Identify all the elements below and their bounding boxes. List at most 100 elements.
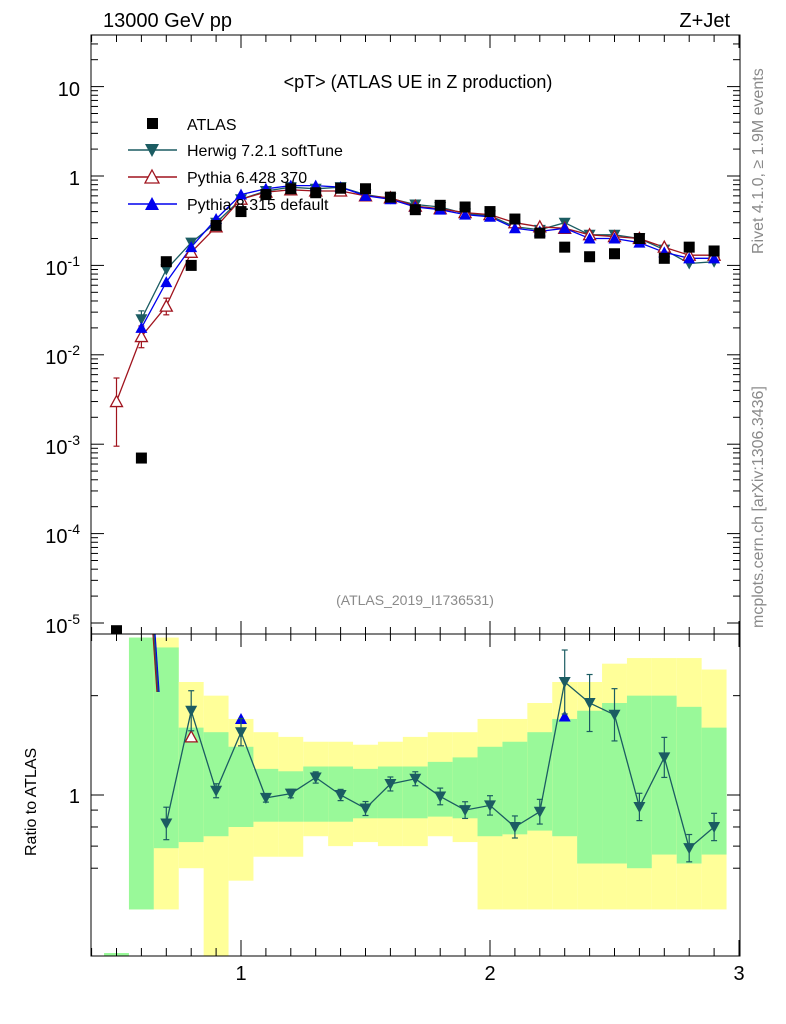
mcplots-label: mcplots.cern.ch [arXiv:1306.3436]: [750, 386, 767, 628]
pythia8-point: [508, 222, 521, 234]
ratio-bands: [104, 637, 727, 956]
ratio-herwig-point: [384, 778, 397, 790]
atlas-point: [434, 199, 446, 211]
y-tick-label: 10-3: [45, 432, 80, 459]
ratio-band-inner: [128, 637, 154, 910]
ratio-herwig-point: [608, 709, 621, 721]
main-series: [109, 179, 722, 634]
ratio-band-inner: [228, 746, 254, 827]
atlas-point: [235, 206, 247, 218]
ratio-pythia8-point: [558, 710, 571, 722]
atlas-point: [484, 206, 496, 218]
ratio-herwig-point: [633, 801, 646, 813]
ratio-offscale-line: [152, 634, 158, 693]
legend-marker-pythia6: [143, 168, 161, 184]
atlas-point: [135, 452, 147, 464]
ratio-herwig-point: [708, 821, 721, 833]
axis-ticks: [91, 35, 740, 956]
pythia8-point: [459, 208, 472, 220]
ratio-herwig-point: [484, 800, 496, 812]
header-left: 13000 GeV pp: [103, 10, 232, 32]
ratio-band-inner: [552, 718, 578, 837]
series-line: [115, 189, 715, 402]
legend-label-herwig: Herwig 7.2.1 softTune: [187, 143, 343, 160]
legend-marker-atlas: [147, 118, 158, 129]
herwig-point: [135, 314, 148, 326]
atlas-point: [708, 245, 720, 257]
y-tick-label: 10-2: [45, 342, 80, 369]
atlas-point: [658, 252, 670, 264]
ratio-y-tick-label: 1: [69, 786, 80, 808]
ratio-herwig-point: [459, 805, 472, 817]
ratio-band-inner: [178, 727, 204, 843]
legend-label-pythia6: Pythia 6.428 370: [187, 170, 307, 187]
atlas-point: [310, 187, 322, 199]
pythia6-point: [159, 298, 174, 312]
atlas-point: [609, 248, 620, 260]
y-tick-label: 10-1: [45, 253, 80, 280]
x-tick-label: 3: [733, 963, 744, 985]
pythia6-point: [134, 329, 149, 343]
legend: ATLAS Herwig 7.2.1 softTune Pythia 6.428…: [128, 117, 343, 214]
chart-title: <pT> (ATLAS UE in Z production): [284, 72, 553, 92]
pythia8-point: [135, 321, 148, 333]
atlas-point: [360, 183, 371, 195]
atlas-point: [459, 201, 471, 213]
atlas-point: [210, 219, 222, 231]
header-right: Z+Jet: [679, 10, 730, 32]
pythia8-point: [235, 188, 247, 200]
x-tick-label: 2: [484, 963, 495, 985]
ratio-herwig-point: [235, 727, 247, 739]
pythia8-point: [558, 222, 571, 234]
pythia6-point: [109, 394, 124, 408]
ratio-band-inner: [626, 695, 652, 869]
ratio-band-outer: [203, 850, 229, 956]
legend-marker-pythia8: [145, 197, 159, 210]
ratio-offscale-line: [154, 634, 160, 693]
atlas-point: [409, 204, 421, 216]
ratio-herwig-point: [309, 772, 322, 784]
y-tick-label: 10-5: [45, 611, 80, 638]
y-tick-label: 10: [58, 79, 80, 101]
y-tick-label: 10-4: [45, 521, 80, 548]
ratio-herwig-point: [334, 790, 347, 801]
x-tick-label: 1: [235, 963, 246, 985]
legend-marker-herwig: [145, 144, 159, 157]
analysis-id: (ATLAS_2019_I1736531): [336, 592, 494, 608]
ratio-ylabel: Ratio to ATLAS: [23, 748, 40, 856]
ratio-herwig-point: [185, 705, 198, 717]
ratio-herwig-point: [533, 806, 546, 818]
atlas-point: [384, 191, 396, 203]
ratio-herwig-point: [359, 803, 372, 815]
ratio-herwig-point: [583, 698, 596, 710]
atlas-point: [260, 189, 272, 201]
ratio-pythia6-point: [184, 729, 199, 743]
atlas-point: [559, 241, 571, 253]
legend-label-atlas: ATLAS: [187, 117, 237, 134]
pythia8-point: [160, 276, 173, 288]
ratio-herwig-point: [160, 818, 173, 830]
ratio-herwig-point: [409, 773, 422, 785]
rivet-label: Rivet 4.1.0, ≥ 1.9M events: [750, 68, 767, 254]
pythia8-point: [608, 232, 621, 244]
ratio-herwig-point: [558, 677, 571, 689]
pythia8-point: [583, 232, 596, 244]
ratio-herwig-point: [683, 843, 696, 855]
pythia8-point: [683, 252, 696, 264]
ratio-herwig-point: [658, 752, 671, 764]
ratio-herwig-point: [284, 788, 297, 800]
ratio-herwig-point: [434, 791, 447, 803]
atlas-point: [160, 256, 172, 268]
ratio-offscale-line: [153, 634, 159, 693]
atlas-point: [633, 232, 645, 244]
herwig-point: [160, 264, 173, 276]
atlas-point: [185, 259, 197, 271]
pythia8-point: [708, 252, 721, 264]
atlas-point: [335, 182, 347, 194]
ratio-herwig-point: [210, 785, 223, 797]
atlas-point: [534, 227, 546, 239]
ratio-series: [152, 634, 721, 863]
atlas-point: [683, 241, 695, 253]
y-tick-labels: 10-5 10-4 10-3 10-2 10-1 1 10: [45, 79, 80, 638]
